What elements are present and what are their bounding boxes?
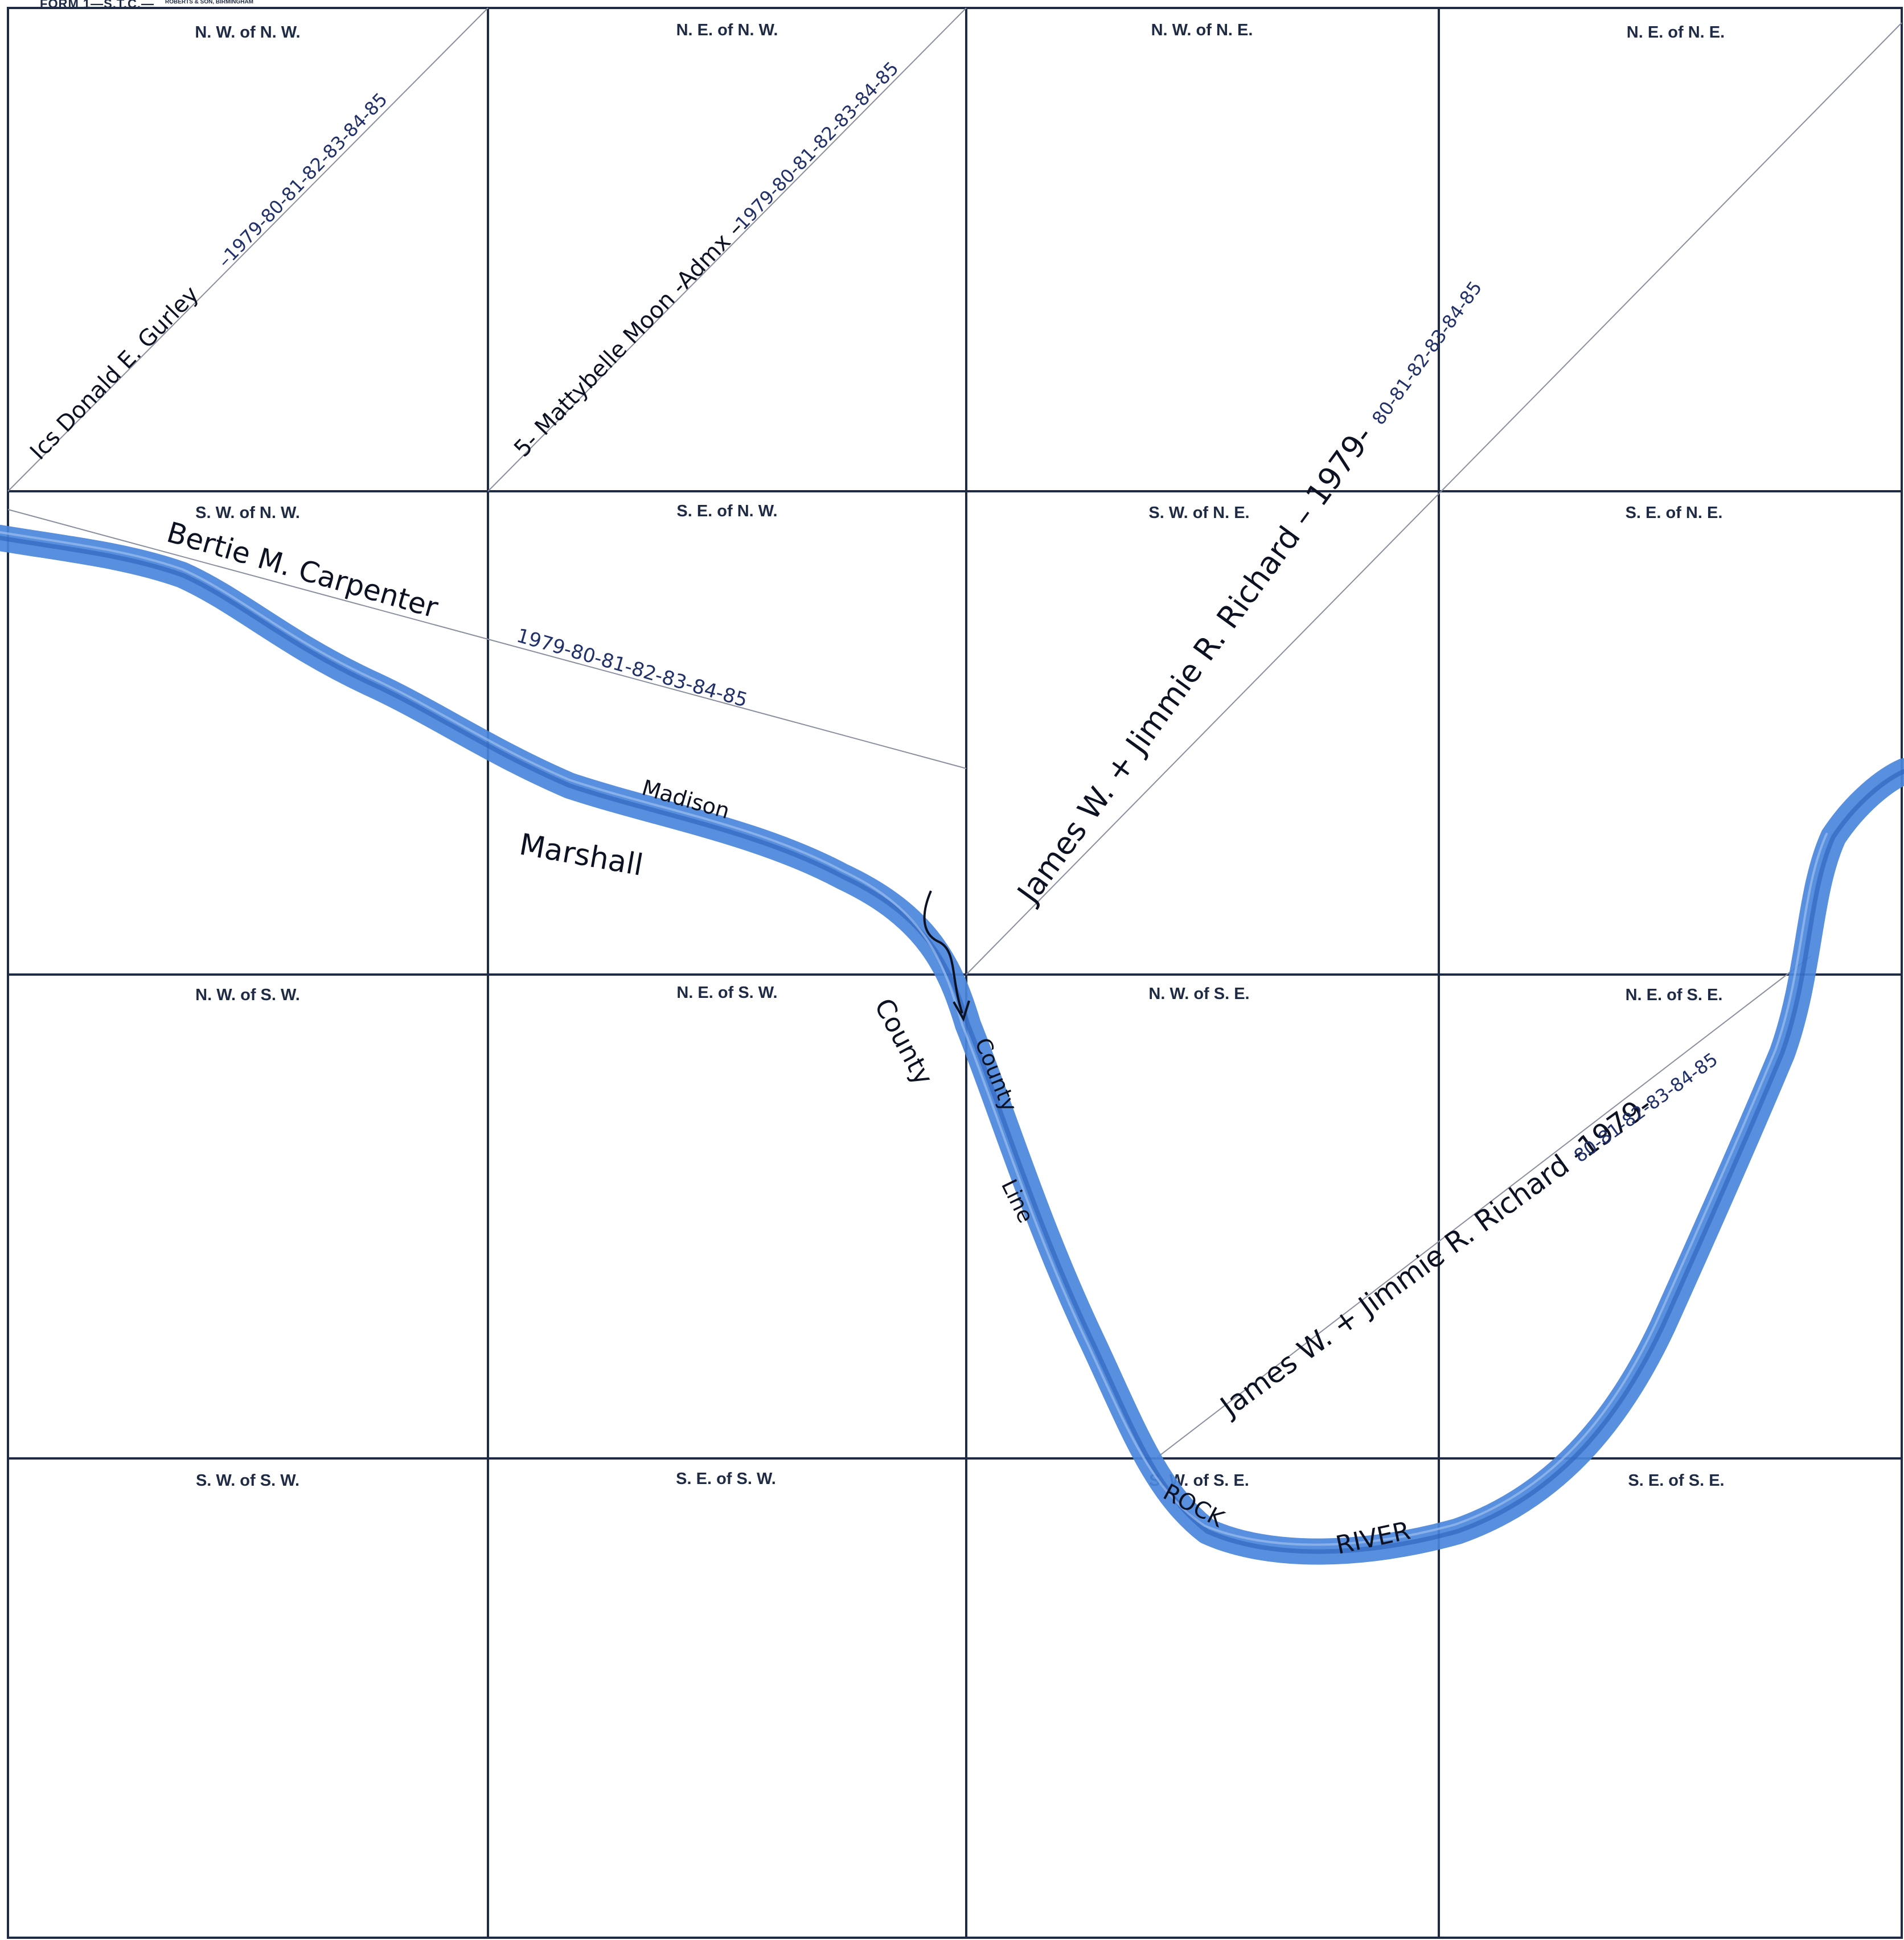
- river-channel-shade: [0, 536, 1904, 1554]
- quarter-label-sw-sw: S. W. of S. W.: [196, 1472, 299, 1490]
- owner-years-richard-se: 80-81-82-83-84-85: [1570, 1048, 1722, 1166]
- quarter-label-ne-ne: N. E. of N. E.: [1627, 23, 1725, 42]
- county-line-arrow: [923, 890, 963, 1014]
- owner-name-richard-ne: James W. + Jimmie R. Richard – 1979-: [1010, 419, 1381, 911]
- county-line-arrowhead: [953, 1000, 970, 1022]
- section-grid: [7, 7, 1903, 1939]
- quarter-label-nw-sw: N. W. of S. W.: [195, 986, 300, 1004]
- owner-name-gurley: Ics Donald E. Gurley: [25, 281, 204, 465]
- owner-richard-ne: James W. + Jimmie R. Richard – 1979- 80-…: [1010, 277, 1487, 911]
- quarter-labels: N. W. of N. W. N. E. of N. W. N. W. of N…: [195, 21, 1725, 1490]
- owner-gurley: Ics Donald E. Gurley –1979-80-81-82-83-8…: [25, 88, 392, 465]
- property-lines: [7, 7, 1902, 1459]
- quarter-label-se-sw: S. E. of S. W.: [676, 1470, 776, 1488]
- quarter-label-se-se: S. E. of S. E.: [1628, 1472, 1724, 1490]
- quarter-label-nw-nw: N. W. of N. W.: [195, 23, 300, 42]
- quarter-label-ne-sw: N. E. of S. W.: [676, 984, 777, 1002]
- property-line-nw-nw: [7, 7, 489, 492]
- owner-name-moon: 5- Mattybelle Moon -Admx –: [509, 215, 749, 462]
- owner-moon: 5- Mattybelle Moon -Admx – 1979-80-81-82…: [509, 57, 903, 462]
- quarter-label-se-ne: S. E. of N. E.: [1626, 504, 1723, 522]
- marshall-county-label: Marshall: [517, 828, 646, 883]
- property-line-carpenter: [7, 509, 967, 769]
- owner-years-richard-ne: 80-81-82-83-84-85: [1368, 277, 1486, 429]
- section-border: [7, 7, 1903, 1939]
- property-line-richard-ne: [966, 22, 1902, 975]
- owner-years-carpenter: 1979-80-81-82-83-84-85: [514, 624, 750, 712]
- quarter-label-ne-nw: N. E. of N. W.: [676, 21, 778, 39]
- quarter-label-nw-se: N. W. of S. E.: [1148, 985, 1249, 1003]
- river-channel: [0, 525, 1904, 1565]
- owner-name-carpenter: Bertie M. Carpenter: [163, 516, 442, 624]
- quarter-label-sw-nw: S. W. of N. W.: [195, 504, 300, 522]
- owner-years-gurley: –1979-80-81-82-83-84-85: [214, 88, 392, 272]
- rock-river: [0, 525, 1904, 1565]
- county-label-left: County: [868, 993, 939, 1090]
- quarter-label-se-nw: S. E. of N. W.: [676, 502, 777, 520]
- quarter-label-nw-ne: N. W. of N. E.: [1151, 21, 1253, 39]
- river-channel-highlight: [0, 531, 1828, 1546]
- property-line-ne-nw: [487, 7, 967, 492]
- quarter-label-ne-se: N. E. of S. E.: [1626, 986, 1723, 1004]
- owner-years-moon: 1979-80-81-82-83-84-85: [731, 57, 903, 235]
- quarter-label-sw-ne: S. W. of N. E.: [1148, 504, 1249, 522]
- form-publisher: ROBERTS & SON, BIRMINGHAM: [165, 0, 253, 5]
- property-line-richard-se: [1155, 956, 1811, 1459]
